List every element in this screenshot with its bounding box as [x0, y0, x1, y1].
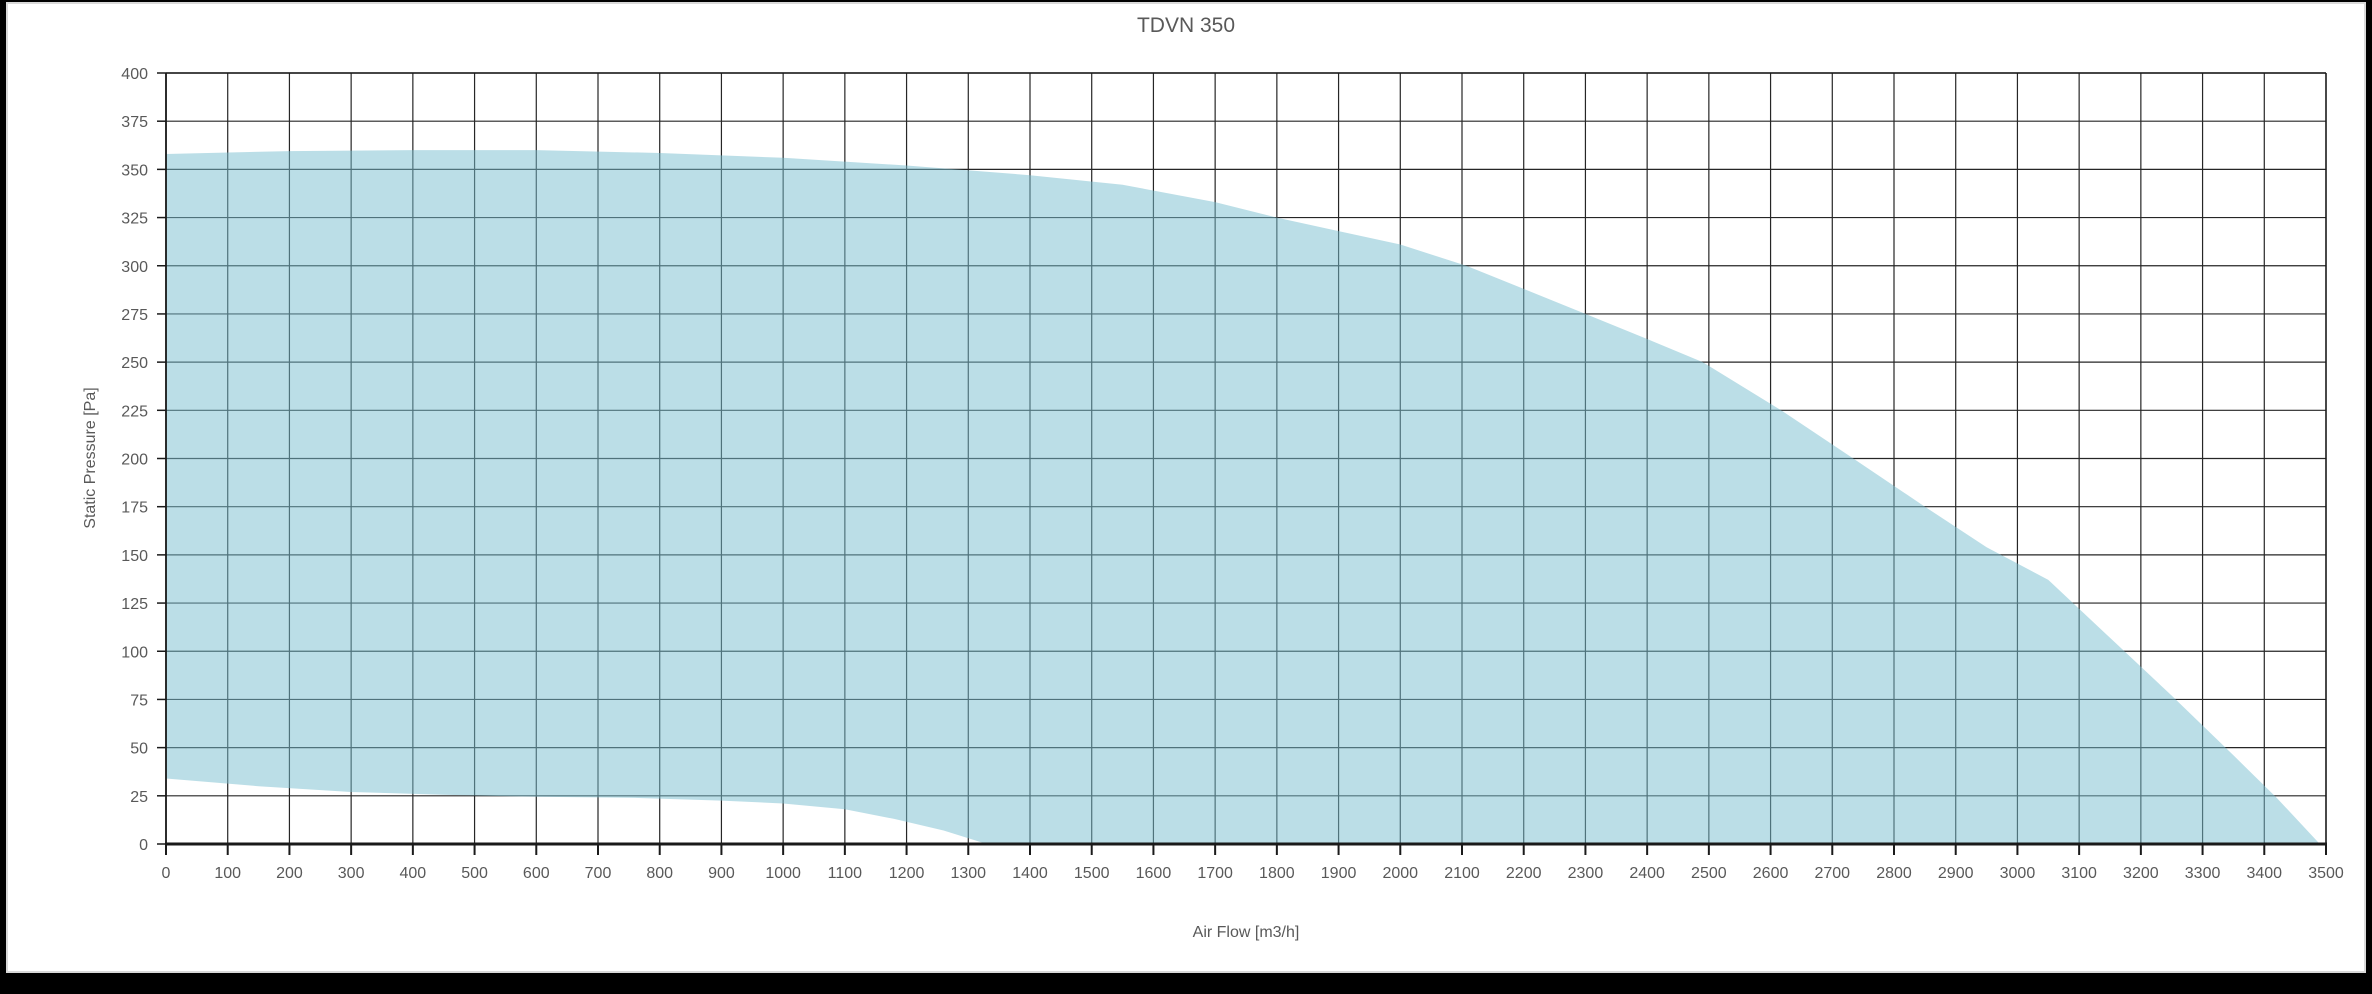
chart-title: TDVN 350	[1137, 14, 1235, 37]
x-tick-label: 2700	[1814, 865, 1850, 882]
y-tick-label: 125	[121, 596, 148, 613]
x-tick-label: 1700	[1197, 865, 1233, 882]
x-tick-label: 2100	[1444, 865, 1480, 882]
x-tick-label: 1000	[765, 865, 801, 882]
x-tick-label: 800	[646, 865, 673, 882]
x-tick-label: 1200	[889, 865, 925, 882]
x-tick-label: 1800	[1259, 865, 1295, 882]
x-tick-label: 900	[708, 865, 735, 882]
y-axis-title: Static Pressure [Pa]	[82, 387, 99, 528]
y-tick-label: 50	[130, 741, 148, 758]
y-tick-label: 200	[121, 452, 148, 469]
x-tick-label: 1100	[828, 865, 863, 882]
x-tick-label: 200	[276, 865, 303, 882]
axis-ticks	[157, 72, 2327, 855]
x-tick-label: 2400	[1629, 865, 1665, 882]
x-tick-label: 3300	[2185, 865, 2221, 882]
x-tick-label: 2000	[1382, 865, 1418, 882]
y-tick-label: 225	[121, 403, 148, 420]
x-tick-label: 3200	[2123, 865, 2159, 882]
x-tick-label: 1900	[1321, 865, 1357, 882]
y-tick-label: 0	[139, 837, 148, 854]
y-tick-label: 175	[121, 500, 148, 517]
x-tick-label: 2900	[1938, 865, 1974, 882]
y-tick-label: 350	[121, 162, 148, 179]
x-tick-label: 3500	[2308, 865, 2344, 882]
y-tick-label: 100	[121, 644, 148, 661]
x-tick-label: 1400	[1012, 865, 1048, 882]
y-tick-label: 275	[121, 307, 148, 324]
x-axis-tick-labels: 0 100 200 300 400 500 600 700 800 900 1000 1100 1200…	[162, 865, 2344, 882]
y-tick-label: 400	[121, 66, 148, 83]
x-tick-label: 100	[214, 865, 241, 882]
x-axis-title: Air Flow [m3/h]	[1193, 924, 1300, 941]
operating-envelope-area	[166, 150, 2320, 845]
x-tick-label: 2800	[1876, 865, 1912, 882]
x-tick-label: 700	[585, 865, 612, 882]
y-tick-label: 300	[121, 259, 148, 276]
y-tick-label: 325	[121, 211, 148, 228]
y-axis-tick-labels: 0 25 50 75 100 125 150 175 200 225 250 275 300 325 350…	[121, 66, 148, 854]
x-tick-label: 1500	[1074, 865, 1110, 882]
x-tick-label: 2300	[1568, 865, 1604, 882]
y-tick-label: 150	[121, 548, 148, 565]
x-tick-label: 2500	[1691, 865, 1727, 882]
y-tick-label: 250	[121, 355, 148, 372]
x-tick-label: 1300	[950, 865, 986, 882]
x-tick-label: 2200	[1506, 865, 1542, 882]
x-tick-label: 400	[400, 865, 427, 882]
y-tick-label: 25	[130, 789, 148, 806]
x-tick-label: 0	[162, 865, 171, 882]
x-tick-label: 3100	[2061, 865, 2097, 882]
y-tick-label: 375	[121, 114, 148, 131]
x-tick-label: 3000	[2000, 865, 2036, 882]
x-tick-label: 2600	[1753, 865, 1789, 882]
x-tick-label: 300	[338, 865, 365, 882]
y-tick-label: 75	[130, 692, 148, 709]
x-tick-label: 600	[523, 865, 550, 882]
x-tick-label: 3400	[2246, 865, 2282, 882]
x-tick-label: 1600	[1136, 865, 1172, 882]
x-tick-label: 500	[461, 865, 488, 882]
